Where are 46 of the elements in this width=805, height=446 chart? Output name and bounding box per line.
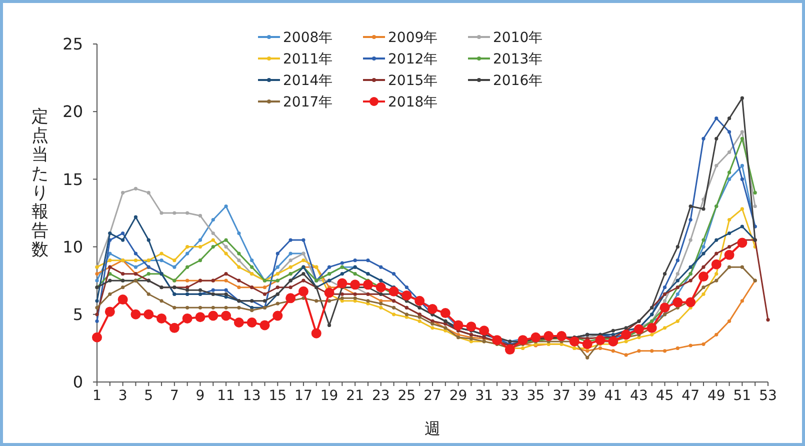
- legend-label: 2008年: [283, 30, 333, 46]
- legend-label: 2012年: [388, 51, 438, 68]
- x-tick-label: 15: [268, 388, 287, 404]
- x-tick-label: 19: [320, 388, 338, 404]
- y-tick-label: 20: [62, 102, 83, 122]
- x-tick-label: 27: [424, 388, 442, 404]
- x-tick-label: 31: [475, 388, 494, 404]
- y-tick-label: 25: [62, 34, 83, 54]
- x-tick-label: 37: [552, 388, 570, 404]
- x-tick-label: 3: [118, 388, 128, 404]
- y-tick-label: 15: [62, 170, 83, 189]
- x-tick-label: 17: [294, 388, 312, 404]
- x-tick-label: 53: [759, 388, 777, 404]
- legend-label: 2013年: [493, 51, 543, 68]
- x-tick-label: 9: [196, 388, 205, 404]
- y-axis-title: 定点当たり報告数: [32, 107, 48, 260]
- x-tick-label: 5: [144, 388, 154, 404]
- legend-label: 2009年: [388, 30, 438, 46]
- legend-label: 2016年: [493, 72, 543, 89]
- x-tick-label: 49: [707, 388, 726, 404]
- x-tick-label: 35: [526, 388, 545, 404]
- x-tick-label: 1: [92, 388, 102, 404]
- legend-label: 2014年: [283, 72, 333, 89]
- y-tick-label: 10: [62, 237, 83, 256]
- y-tick-label: 0: [72, 372, 83, 392]
- legend-label: 2015年: [388, 72, 438, 89]
- x-tick-label: 33: [501, 388, 519, 404]
- legend-label: 2017年: [283, 94, 333, 110]
- x-tick-label: 45: [656, 388, 674, 404]
- x-tick-label: 29: [449, 388, 468, 404]
- legend-label: 2011年: [283, 51, 333, 68]
- x-tick-label: 47: [682, 388, 700, 404]
- x-tick-label: 21: [346, 388, 364, 404]
- x-tick-label: 11: [217, 388, 235, 404]
- x-tick-label: 51: [733, 388, 752, 404]
- legend-label: 2018年: [388, 94, 438, 110]
- x-tick-label: 13: [242, 388, 261, 404]
- x-tick-label: 39: [578, 388, 596, 404]
- x-tick-label: 41: [604, 388, 622, 404]
- x-axis-title: 週: [424, 419, 440, 438]
- x-tick-label: 7: [170, 388, 179, 404]
- x-tick-label: 23: [372, 388, 390, 404]
- x-tick-label: 43: [630, 388, 648, 404]
- y-tick-label: 5: [72, 305, 83, 324]
- legend-label: 2010年: [493, 30, 543, 46]
- x-tick-label: 25: [398, 388, 416, 404]
